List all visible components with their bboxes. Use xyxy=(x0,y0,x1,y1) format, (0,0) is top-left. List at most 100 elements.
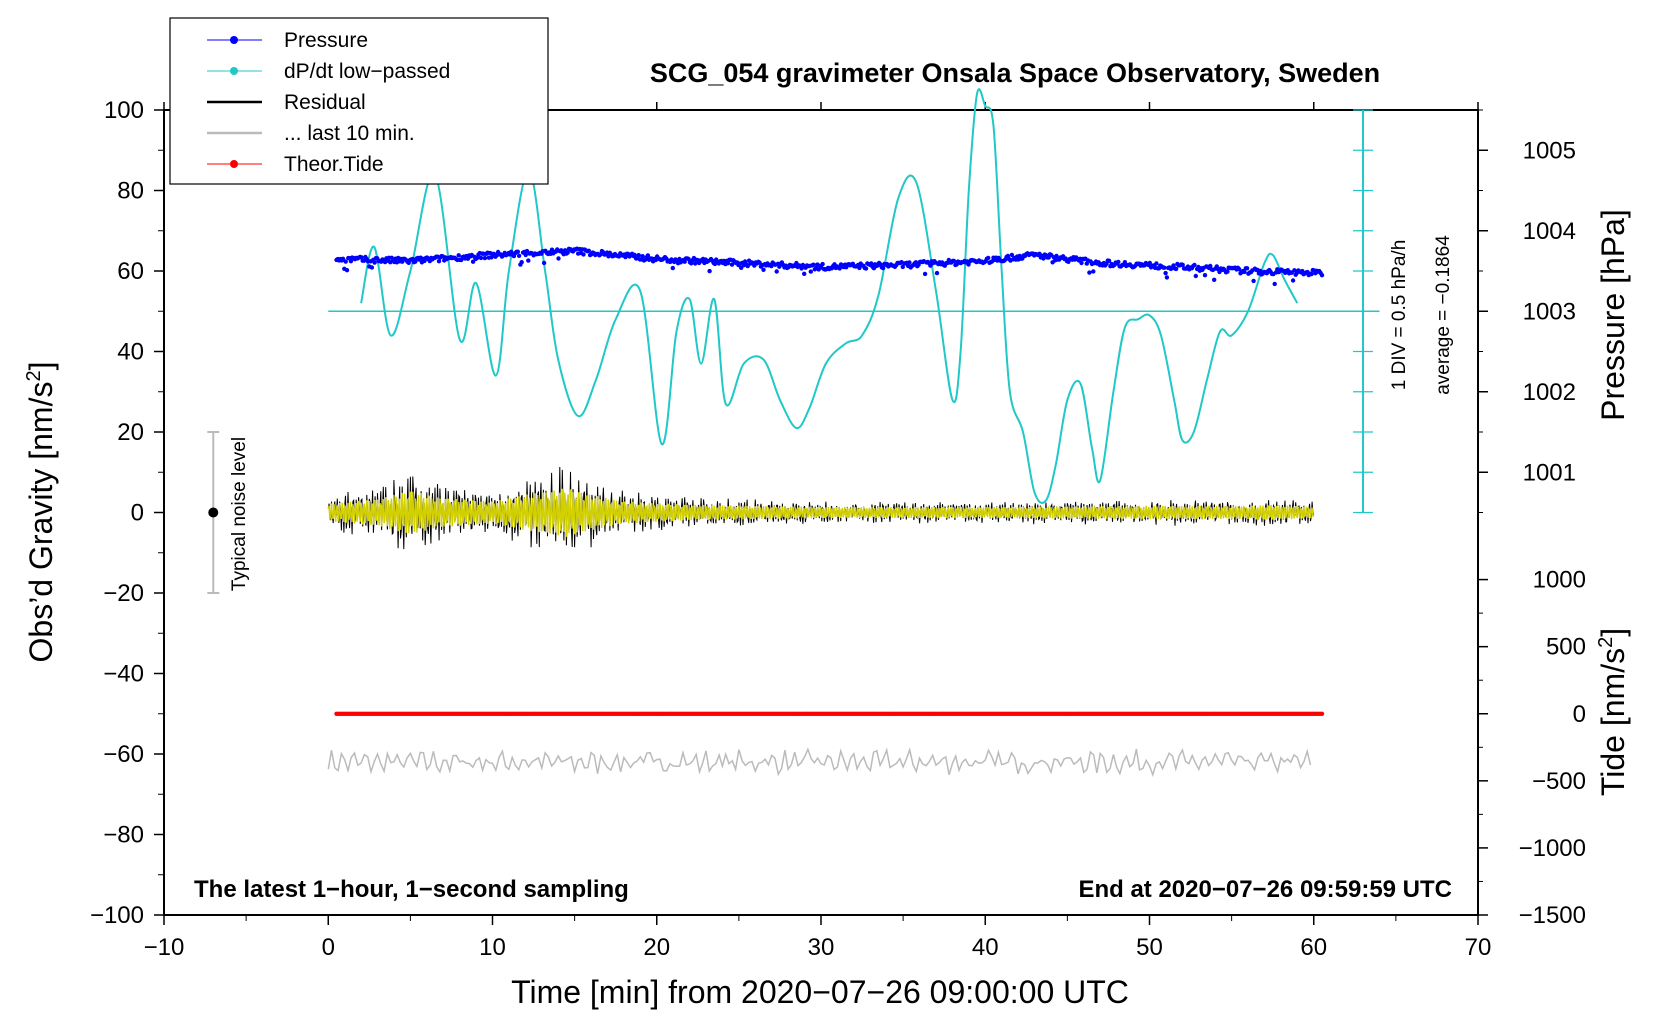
pressure-point xyxy=(951,258,957,264)
x-tick-label: −10 xyxy=(144,934,185,961)
pressure-point xyxy=(808,269,813,274)
pressure-axis: 1001 1002 1003 1004 1005 xyxy=(1478,109,1576,513)
pressure-point xyxy=(344,268,350,273)
pressure-tick-label: 1004 xyxy=(1523,218,1576,245)
pressure-point xyxy=(799,266,804,271)
pressure-point xyxy=(761,267,766,272)
pressure-point xyxy=(519,260,524,265)
pressure-point xyxy=(1202,273,1208,278)
pressure-point xyxy=(1163,270,1168,276)
pressure-point xyxy=(1290,278,1296,283)
pressure-point xyxy=(1180,262,1185,267)
pressure-point xyxy=(1106,258,1112,263)
x-tick-label: 30 xyxy=(808,934,835,961)
pressure-point xyxy=(645,253,651,258)
legend-marker-pressure xyxy=(230,36,238,44)
pressure-point xyxy=(670,265,675,271)
legend-item-residual: Residual xyxy=(207,91,366,114)
pressure-point xyxy=(1309,271,1314,277)
tide-axis: −1500 −1000 −500 0 500 1000 xyxy=(1478,567,1586,929)
pressure-point xyxy=(1173,266,1179,272)
pressure-point xyxy=(632,252,637,258)
pressure-point xyxy=(1212,277,1217,282)
pressure-point xyxy=(541,260,547,266)
pressure-point xyxy=(523,252,528,258)
pressure-point xyxy=(1193,273,1199,279)
pressure-point xyxy=(1319,273,1325,278)
chart-title: SCG_054 gravimeter Onsala Space Observat… xyxy=(650,58,1380,88)
pressure-point xyxy=(565,250,570,255)
pressure-point xyxy=(707,268,712,274)
pressure-point xyxy=(623,254,628,260)
pressure-point xyxy=(1079,260,1084,266)
pressure-point xyxy=(359,255,364,260)
y-axis-title-left-end: ] xyxy=(23,362,59,371)
pressure-point xyxy=(1054,253,1059,259)
y-tick-label: 60 xyxy=(117,258,144,285)
pressure-point xyxy=(474,255,480,261)
pressure-point xyxy=(456,253,461,258)
tide-tick-label: −500 xyxy=(1532,768,1586,795)
pressure-point xyxy=(802,271,807,276)
pressure-point xyxy=(1041,256,1046,261)
pressure-point xyxy=(340,256,346,261)
legend-label-residual: Residual xyxy=(284,91,366,114)
pressure-point xyxy=(1147,260,1153,266)
legend-label-pressure: Pressure xyxy=(284,29,368,52)
pressure-point xyxy=(482,255,488,261)
pressure-point xyxy=(693,261,698,266)
pressure-point xyxy=(1208,263,1213,269)
legend-item-dpdt: dP/dt low−passed xyxy=(207,60,450,83)
legend-marker-tide xyxy=(230,160,238,168)
y-tick-label: −20 xyxy=(103,580,144,607)
y-tick-label: 80 xyxy=(117,178,144,205)
annotations-layer xyxy=(207,109,1380,594)
pressure-point xyxy=(470,259,476,264)
pressure-point xyxy=(837,266,842,271)
pressure-point xyxy=(436,259,442,264)
x-tick-label: 70 xyxy=(1465,934,1492,961)
pressure-point xyxy=(800,262,806,268)
pressure-tick-label: 1003 xyxy=(1523,298,1576,325)
y-axis-left: −100 −80 −60 −40 −20 0 20 40 60 80 100 xyxy=(90,97,164,929)
y-axis-title-left-text: Obs’d Gravity [nm/s xyxy=(23,382,59,663)
pressure-point xyxy=(1009,252,1015,258)
tide-point xyxy=(1319,711,1325,716)
legend-marker-dpdt xyxy=(230,67,238,75)
pressure-point xyxy=(478,255,484,261)
legend-label-last10: ... last 10 min. xyxy=(284,122,415,145)
pressure-point xyxy=(348,259,354,264)
pressure-point xyxy=(907,260,912,265)
pressure-point xyxy=(934,270,940,276)
pressure-point xyxy=(682,259,687,264)
tide-tick-label: −1500 xyxy=(1519,902,1586,929)
y-tick-label: −80 xyxy=(103,822,144,849)
pressure-point xyxy=(811,262,816,267)
legend-item-pressure: Pressure xyxy=(207,29,368,52)
x-tick-label: 50 xyxy=(1136,934,1163,961)
noise-level-center-dot xyxy=(208,507,219,518)
pressure-point xyxy=(922,271,928,277)
y-axis-title-left: Obs’d Gravity [nm/s2] xyxy=(23,362,59,663)
x-tick-label: 20 xyxy=(643,934,670,961)
tide-axis-title-end: ] xyxy=(1595,628,1631,637)
pressure-point xyxy=(581,252,586,257)
legend-label-dpdt: dP/dt low−passed xyxy=(284,60,450,83)
y-tick-label: 40 xyxy=(117,339,144,366)
y-tick-label: −60 xyxy=(103,741,144,768)
pressure-point xyxy=(636,253,641,258)
pressure-scale-label: 1 DIV = 0.5 hPa/h xyxy=(1389,240,1410,391)
legend-item-last10: ... last 10 min. xyxy=(207,122,415,145)
tide-axis-title-sup: 2 xyxy=(1595,637,1617,648)
dpdt-line xyxy=(360,88,1299,504)
y-tick-label: −100 xyxy=(90,902,144,929)
pressure-point xyxy=(640,254,645,259)
pressure-average-label: average = −0.1864 xyxy=(1433,235,1454,395)
pressure-point xyxy=(820,261,825,267)
tide-tick-label: 500 xyxy=(1546,634,1586,661)
pressure-point xyxy=(1251,278,1256,284)
pressure-point xyxy=(729,262,735,267)
pressure-point xyxy=(869,261,874,266)
pressure-point xyxy=(372,260,377,265)
pressure-point xyxy=(1192,262,1197,268)
